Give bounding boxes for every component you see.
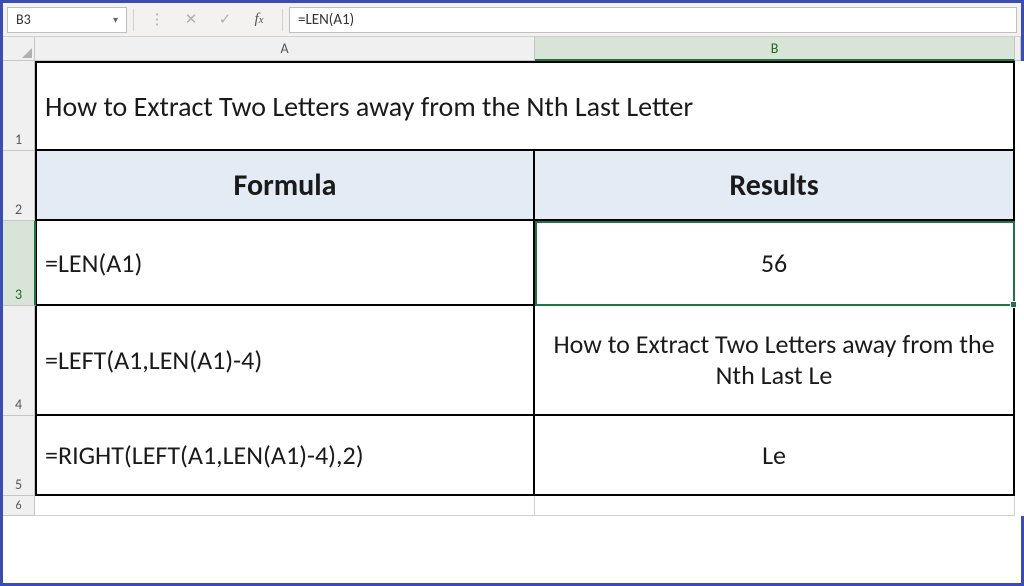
- row-header-3[interactable]: 3: [3, 221, 36, 306]
- dropdown-icon[interactable]: ▾: [113, 13, 118, 26]
- grid-row-6: 6: [3, 496, 1021, 516]
- fx-icon[interactable]: fx: [242, 7, 276, 33]
- column-header-b[interactable]: B: [535, 37, 1015, 61]
- formula-text: =RIGHT(LEFT(A1,LEN(A1)-4),2): [45, 439, 364, 471]
- formula-bar: B3 ▾ ⋮ ✕ ✓ fx =LEN(A1): [3, 3, 1021, 37]
- result-text: Le: [762, 439, 786, 471]
- cell-empty[interactable]: [1015, 221, 1024, 306]
- row-header-1[interactable]: 1: [3, 61, 35, 151]
- name-box-value: B3: [16, 11, 31, 28]
- excel-window: B3 ▾ ⋮ ✕ ✓ fx =LEN(A1) A B 1 How to Extr…: [0, 0, 1024, 586]
- result-text: 56: [761, 247, 787, 279]
- cell-b5[interactable]: Le: [535, 416, 1015, 496]
- cell-a4[interactable]: =LEFT(A1,LEN(A1)-4): [35, 306, 535, 416]
- formula-input-value: =LEN(A1): [298, 11, 354, 29]
- cell-empty[interactable]: [1015, 151, 1024, 221]
- formula-text: =LEFT(A1,LEN(A1)-4): [45, 344, 262, 376]
- formula-text: =LEN(A1): [45, 247, 142, 279]
- cell-empty[interactable]: [1015, 61, 1024, 151]
- cell-empty[interactable]: [1015, 416, 1024, 496]
- column-header-a[interactable]: A: [35, 37, 535, 60]
- cell-empty[interactable]: [1015, 306, 1024, 416]
- column-header-empty[interactable]: [1015, 37, 1021, 60]
- cell-empty[interactable]: [1015, 496, 1024, 516]
- row-header-6[interactable]: 6: [3, 496, 35, 516]
- grid-body: 1 How to Extract Two Letters away from t…: [3, 61, 1021, 516]
- row-header-2[interactable]: 2: [3, 151, 35, 221]
- cell-a3[interactable]: =LEN(A1): [35, 221, 535, 306]
- cell-b4[interactable]: How to Extract Two Letters away from the…: [535, 306, 1015, 416]
- title-text: How to Extract Two Letters away from the…: [45, 89, 693, 124]
- cell-a6[interactable]: [35, 496, 535, 516]
- result-text: How to Extract Two Letters away from the…: [543, 329, 1005, 391]
- divider: [282, 9, 283, 31]
- divider: [133, 9, 134, 31]
- cancel-icon: ✕: [174, 7, 208, 33]
- cell-b2-header[interactable]: Results: [535, 151, 1015, 221]
- formula-input[interactable]: =LEN(A1): [289, 7, 1017, 33]
- enter-icon: ✓: [208, 7, 242, 33]
- formula-bar-buttons: ⋮ ✕ ✓ fx: [140, 7, 276, 33]
- cell-b3[interactable]: 56: [535, 221, 1015, 306]
- cell-b6[interactable]: [535, 496, 1015, 516]
- name-box[interactable]: B3 ▾: [7, 7, 127, 33]
- cell-a2-header[interactable]: Formula: [35, 151, 535, 221]
- row-header-5[interactable]: 5: [3, 416, 35, 496]
- row-header-4[interactable]: 4: [3, 306, 35, 416]
- cell-a5[interactable]: =RIGHT(LEFT(A1,LEN(A1)-4),2): [35, 416, 535, 496]
- select-all-corner[interactable]: [3, 37, 35, 60]
- grid-row-1: 1 How to Extract Two Letters away from t…: [3, 61, 1021, 151]
- grid-row-5: 5 =RIGHT(LEFT(A1,LEN(A1)-4),2) Le: [3, 416, 1021, 496]
- header-formula: Formula: [234, 167, 337, 204]
- grid-row-3: 3 =LEN(A1) 56: [3, 221, 1021, 306]
- header-results: Results: [729, 167, 818, 204]
- column-headers: A B: [3, 37, 1021, 61]
- more-icon[interactable]: ⋮: [140, 7, 174, 33]
- grid-row-4: 4 =LEFT(A1,LEN(A1)-4) How to Extract Two…: [3, 306, 1021, 416]
- grid-row-2: 2 Formula Results: [3, 151, 1021, 221]
- cell-a1-title[interactable]: How to Extract Two Letters away from the…: [35, 61, 1015, 151]
